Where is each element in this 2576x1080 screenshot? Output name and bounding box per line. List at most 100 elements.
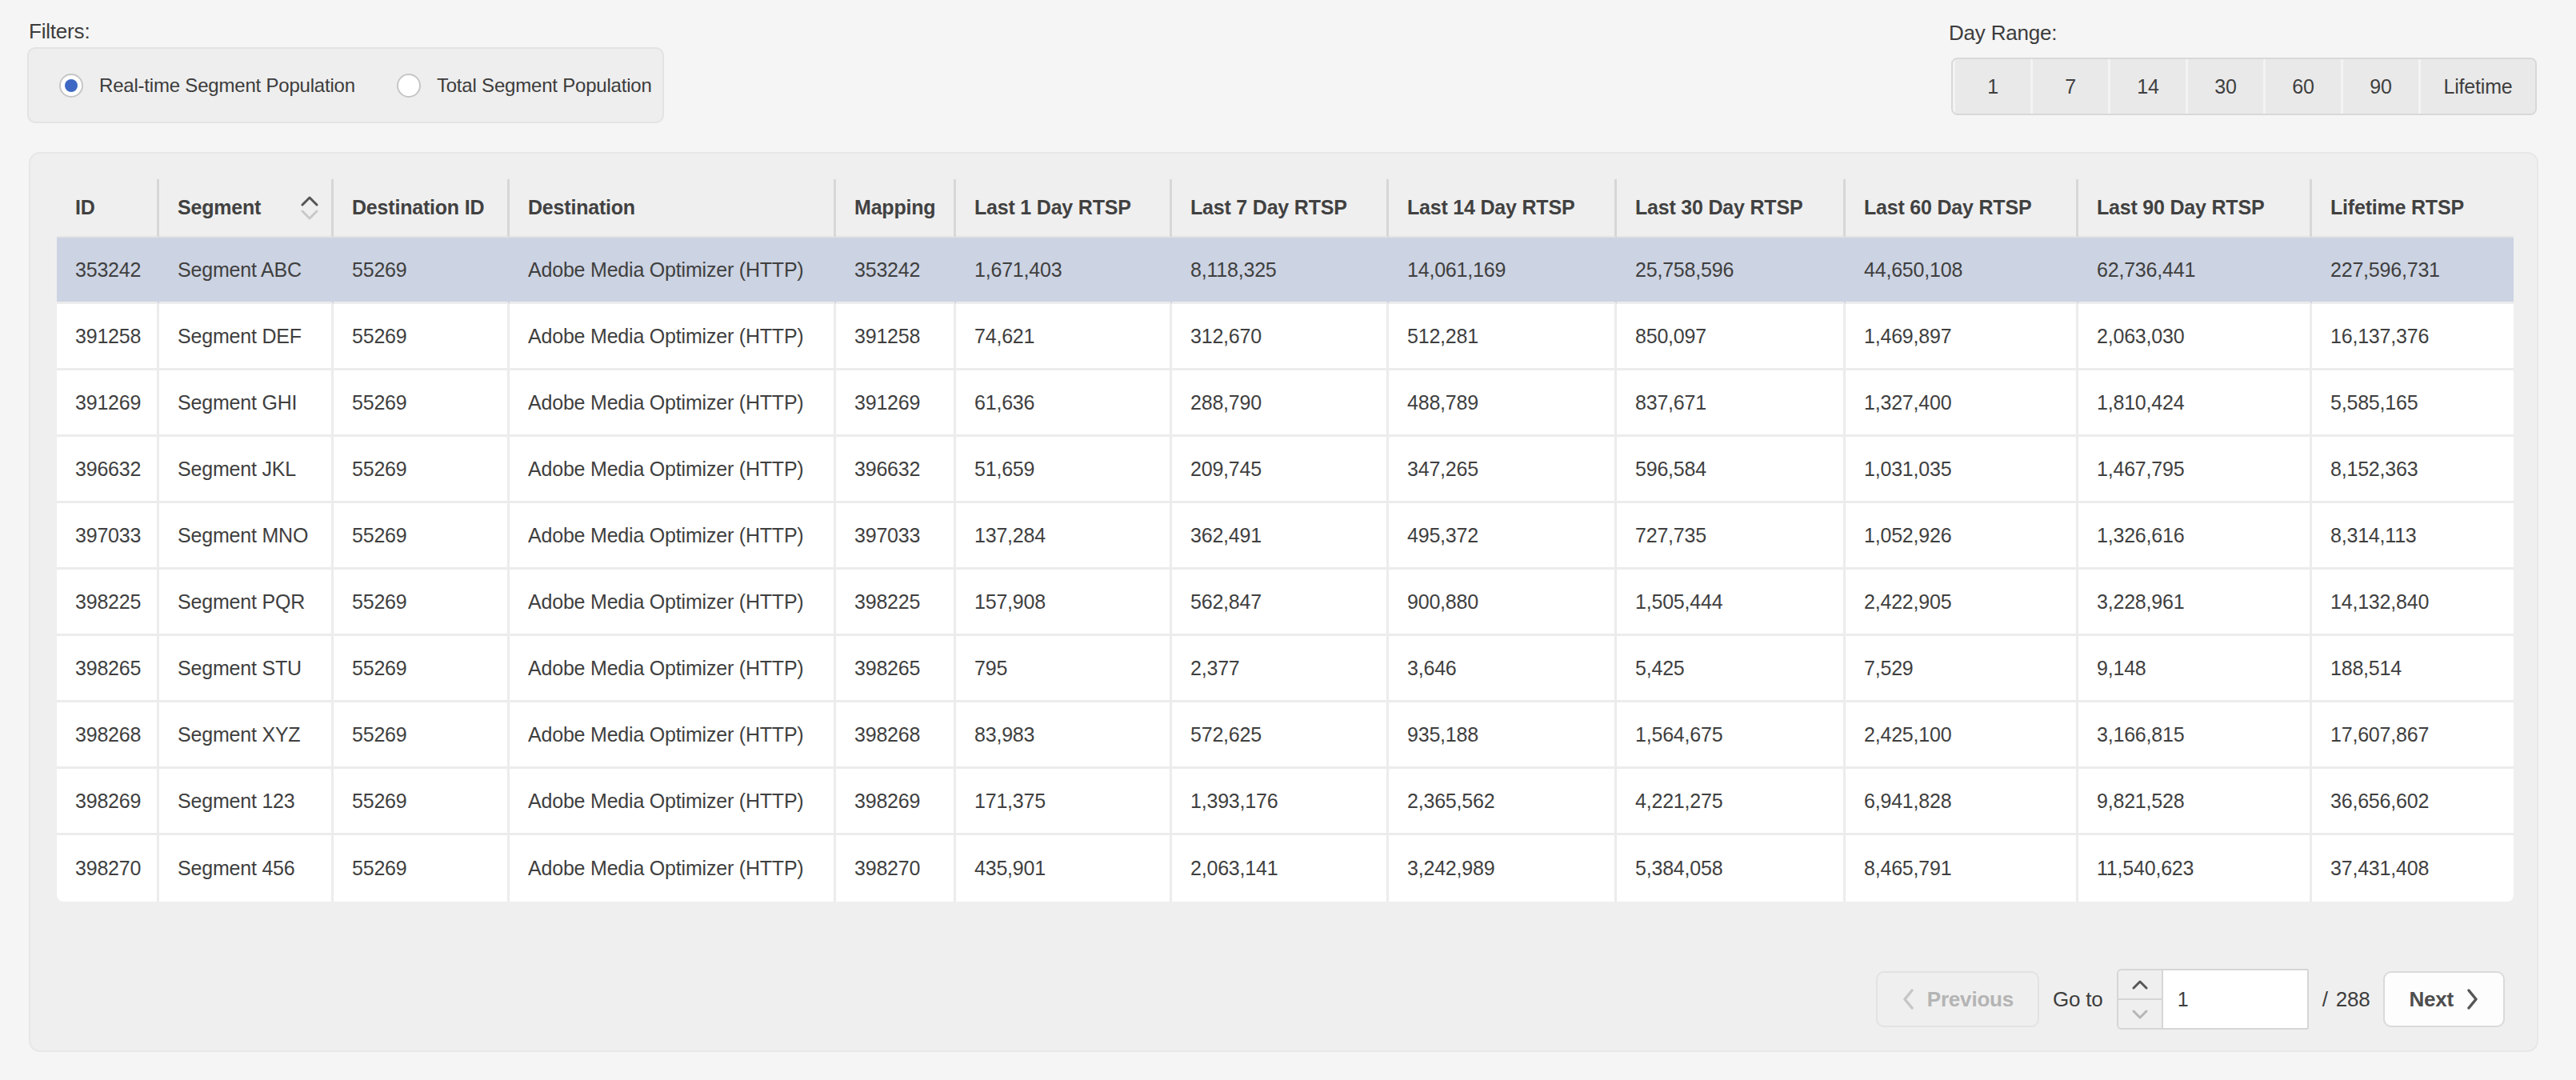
radio-label: Real-time Segment Population — [99, 74, 355, 97]
cell-destination: Adobe Media Optimizer (HTTP) — [510, 370, 836, 437]
cell-lifetime-rtsp: 8,314,113 — [2312, 503, 2514, 570]
cell-id: 398270 — [57, 835, 159, 902]
cell-mapping: 398268 — [836, 702, 956, 769]
column-header-label: Last 14 Day RTSP — [1407, 196, 1574, 219]
day-range-button[interactable]: Lifetime — [2418, 59, 2535, 114]
column-header[interactable]: Last 14 Day RTSP — [1389, 179, 1617, 238]
chevron-right-icon — [2466, 989, 2479, 1010]
cell-last-90-day-rtsp: 3,228,961 — [2078, 570, 2312, 636]
chevron-down-icon — [2131, 1009, 2149, 1020]
segments-table: ID Segment — [57, 179, 2514, 902]
cell-last-90-day-rtsp: 9,821,528 — [2078, 769, 2312, 835]
cell-segment: Segment MNO — [159, 503, 334, 570]
cell-destination: Adobe Media Optimizer (HTTP) — [510, 503, 836, 570]
cell-destination: Adobe Media Optimizer (HTTP) — [510, 702, 836, 769]
day-range-button[interactable]: 30 — [2186, 59, 2263, 114]
cell-last-1-day-rtsp: 435,901 — [956, 835, 1172, 902]
cell-lifetime-rtsp: 16,137,376 — [2312, 304, 2514, 370]
cell-id: 398225 — [57, 570, 159, 636]
cell-last-1-day-rtsp: 51,659 — [956, 437, 1172, 503]
cell-last-14-day-rtsp: 488,789 — [1389, 370, 1617, 437]
cell-destination-id: 55269 — [334, 769, 510, 835]
column-header[interactable]: Segment — [159, 179, 334, 238]
column-header[interactable]: Last 30 Day RTSP — [1617, 179, 1846, 238]
cell-mapping: 391269 — [836, 370, 956, 437]
cell-last-14-day-rtsp: 935,188 — [1389, 702, 1617, 769]
table-row[interactable]: 353242 Segment ABC 55269 Adobe Media Opt… — [57, 238, 2514, 304]
cell-last-14-day-rtsp: 2,365,562 — [1389, 769, 1617, 835]
cell-last-1-day-rtsp: 157,908 — [956, 570, 1172, 636]
table-row[interactable]: 391269 Segment GHI 55269 Adobe Media Opt… — [57, 370, 2514, 437]
day-range-label: Day Range: — [1949, 21, 2057, 46]
cell-lifetime-rtsp: 188,514 — [2312, 636, 2514, 702]
cell-id: 398268 — [57, 702, 159, 769]
page-stepper — [2117, 969, 2309, 1030]
total-pages-label: / 288 — [2322, 987, 2370, 1012]
table-row[interactable]: 398265 Segment STU 55269 Adobe Media Opt… — [57, 636, 2514, 702]
cell-destination: Adobe Media Optimizer (HTTP) — [510, 835, 836, 902]
day-range-button[interactable]: 14 — [2108, 59, 2186, 114]
cell-last-90-day-rtsp: 62,736,441 — [2078, 238, 2312, 304]
column-header[interactable]: Last 1 Day RTSP — [956, 179, 1172, 238]
radio-total-segment-population[interactable]: Total Segment Population — [397, 74, 652, 98]
cell-destination-id: 55269 — [334, 702, 510, 769]
table-row[interactable]: 398270 Segment 456 55269 Adobe Media Opt… — [57, 835, 2514, 902]
cell-last-30-day-rtsp: 5,384,058 — [1617, 835, 1846, 902]
cell-mapping: 391258 — [836, 304, 956, 370]
cell-destination: Adobe Media Optimizer (HTTP) — [510, 769, 836, 835]
day-range-button-group: 1 7 14 30 60 90 Lifetime — [1951, 58, 2537, 115]
table-header-row: ID Segment — [57, 179, 2514, 238]
column-header[interactable]: ID — [57, 179, 159, 238]
page-increment-button[interactable] — [2118, 970, 2162, 1000]
total-pages-value: 288 — [2336, 987, 2370, 1012]
cell-segment: Segment 123 — [159, 769, 334, 835]
cell-last-14-day-rtsp: 3,242,989 — [1389, 835, 1617, 902]
column-header[interactable]: Destination ID — [334, 179, 510, 238]
cell-last-90-day-rtsp: 1,810,424 — [2078, 370, 2312, 437]
column-header-label: ID — [75, 196, 95, 219]
cell-last-30-day-rtsp: 1,564,675 — [1617, 702, 1846, 769]
radio-realtime-segment-population[interactable]: Real-time Segment Population — [59, 74, 355, 98]
cell-last-7-day-rtsp: 288,790 — [1172, 370, 1389, 437]
sort-ascending-icon — [299, 194, 320, 222]
next-label: Next — [2409, 987, 2454, 1012]
previous-page-button[interactable]: Previous — [1876, 971, 2039, 1027]
column-header-label: Last 1 Day RTSP — [974, 196, 1131, 219]
column-header[interactable]: Lifetime RTSP — [2312, 179, 2514, 238]
cell-lifetime-rtsp: 17,607,867 — [2312, 702, 2514, 769]
column-header-label: Last 7 Day RTSP — [1190, 196, 1347, 219]
cell-id: 353242 — [57, 238, 159, 304]
column-header[interactable]: Last 90 Day RTSP — [2078, 179, 2312, 238]
filter-radio-group: Real-time Segment Population Total Segme… — [27, 47, 664, 123]
cell-destination: Adobe Media Optimizer (HTTP) — [510, 238, 836, 304]
cell-lifetime-rtsp: 5,585,165 — [2312, 370, 2514, 437]
table-row[interactable]: 396632 Segment JKL 55269 Adobe Media Opt… — [57, 437, 2514, 503]
page-number-input[interactable] — [2162, 969, 2309, 1030]
next-page-button[interactable]: Next — [2383, 971, 2505, 1027]
table-row[interactable]: 398225 Segment PQR 55269 Adobe Media Opt… — [57, 570, 2514, 636]
column-header[interactable]: Last 7 Day RTSP — [1172, 179, 1389, 238]
column-header[interactable]: Mapping — [836, 179, 956, 238]
column-header[interactable]: Destination — [510, 179, 836, 238]
table-row[interactable]: 398269 Segment 123 55269 Adobe Media Opt… — [57, 769, 2514, 835]
cell-last-30-day-rtsp: 727,735 — [1617, 503, 1846, 570]
radio-label: Total Segment Population — [437, 74, 652, 97]
cell-lifetime-rtsp: 37,431,408 — [2312, 835, 2514, 902]
cell-lifetime-rtsp: 227,596,731 — [2312, 238, 2514, 304]
cell-last-90-day-rtsp: 1,326,616 — [2078, 503, 2312, 570]
cell-mapping: 398270 — [836, 835, 956, 902]
cell-last-30-day-rtsp: 25,758,596 — [1617, 238, 1846, 304]
table-row[interactable]: 398268 Segment XYZ 55269 Adobe Media Opt… — [57, 702, 2514, 769]
cell-last-1-day-rtsp: 61,636 — [956, 370, 1172, 437]
page-decrement-button[interactable] — [2118, 1000, 2162, 1028]
day-range-button[interactable]: 60 — [2263, 59, 2341, 114]
cell-last-1-day-rtsp: 137,284 — [956, 503, 1172, 570]
column-header[interactable]: Last 60 Day RTSP — [1846, 179, 2078, 238]
cell-mapping: 353242 — [836, 238, 956, 304]
day-range-button[interactable]: 90 — [2341, 59, 2418, 114]
day-range-button[interactable]: 1 — [1953, 59, 2030, 114]
table-row[interactable]: 397033 Segment MNO 55269 Adobe Media Opt… — [57, 503, 2514, 570]
cell-segment: Segment ABC — [159, 238, 334, 304]
day-range-button[interactable]: 7 — [2030, 59, 2108, 114]
table-row[interactable]: 391258 Segment DEF 55269 Adobe Media Opt… — [57, 304, 2514, 370]
